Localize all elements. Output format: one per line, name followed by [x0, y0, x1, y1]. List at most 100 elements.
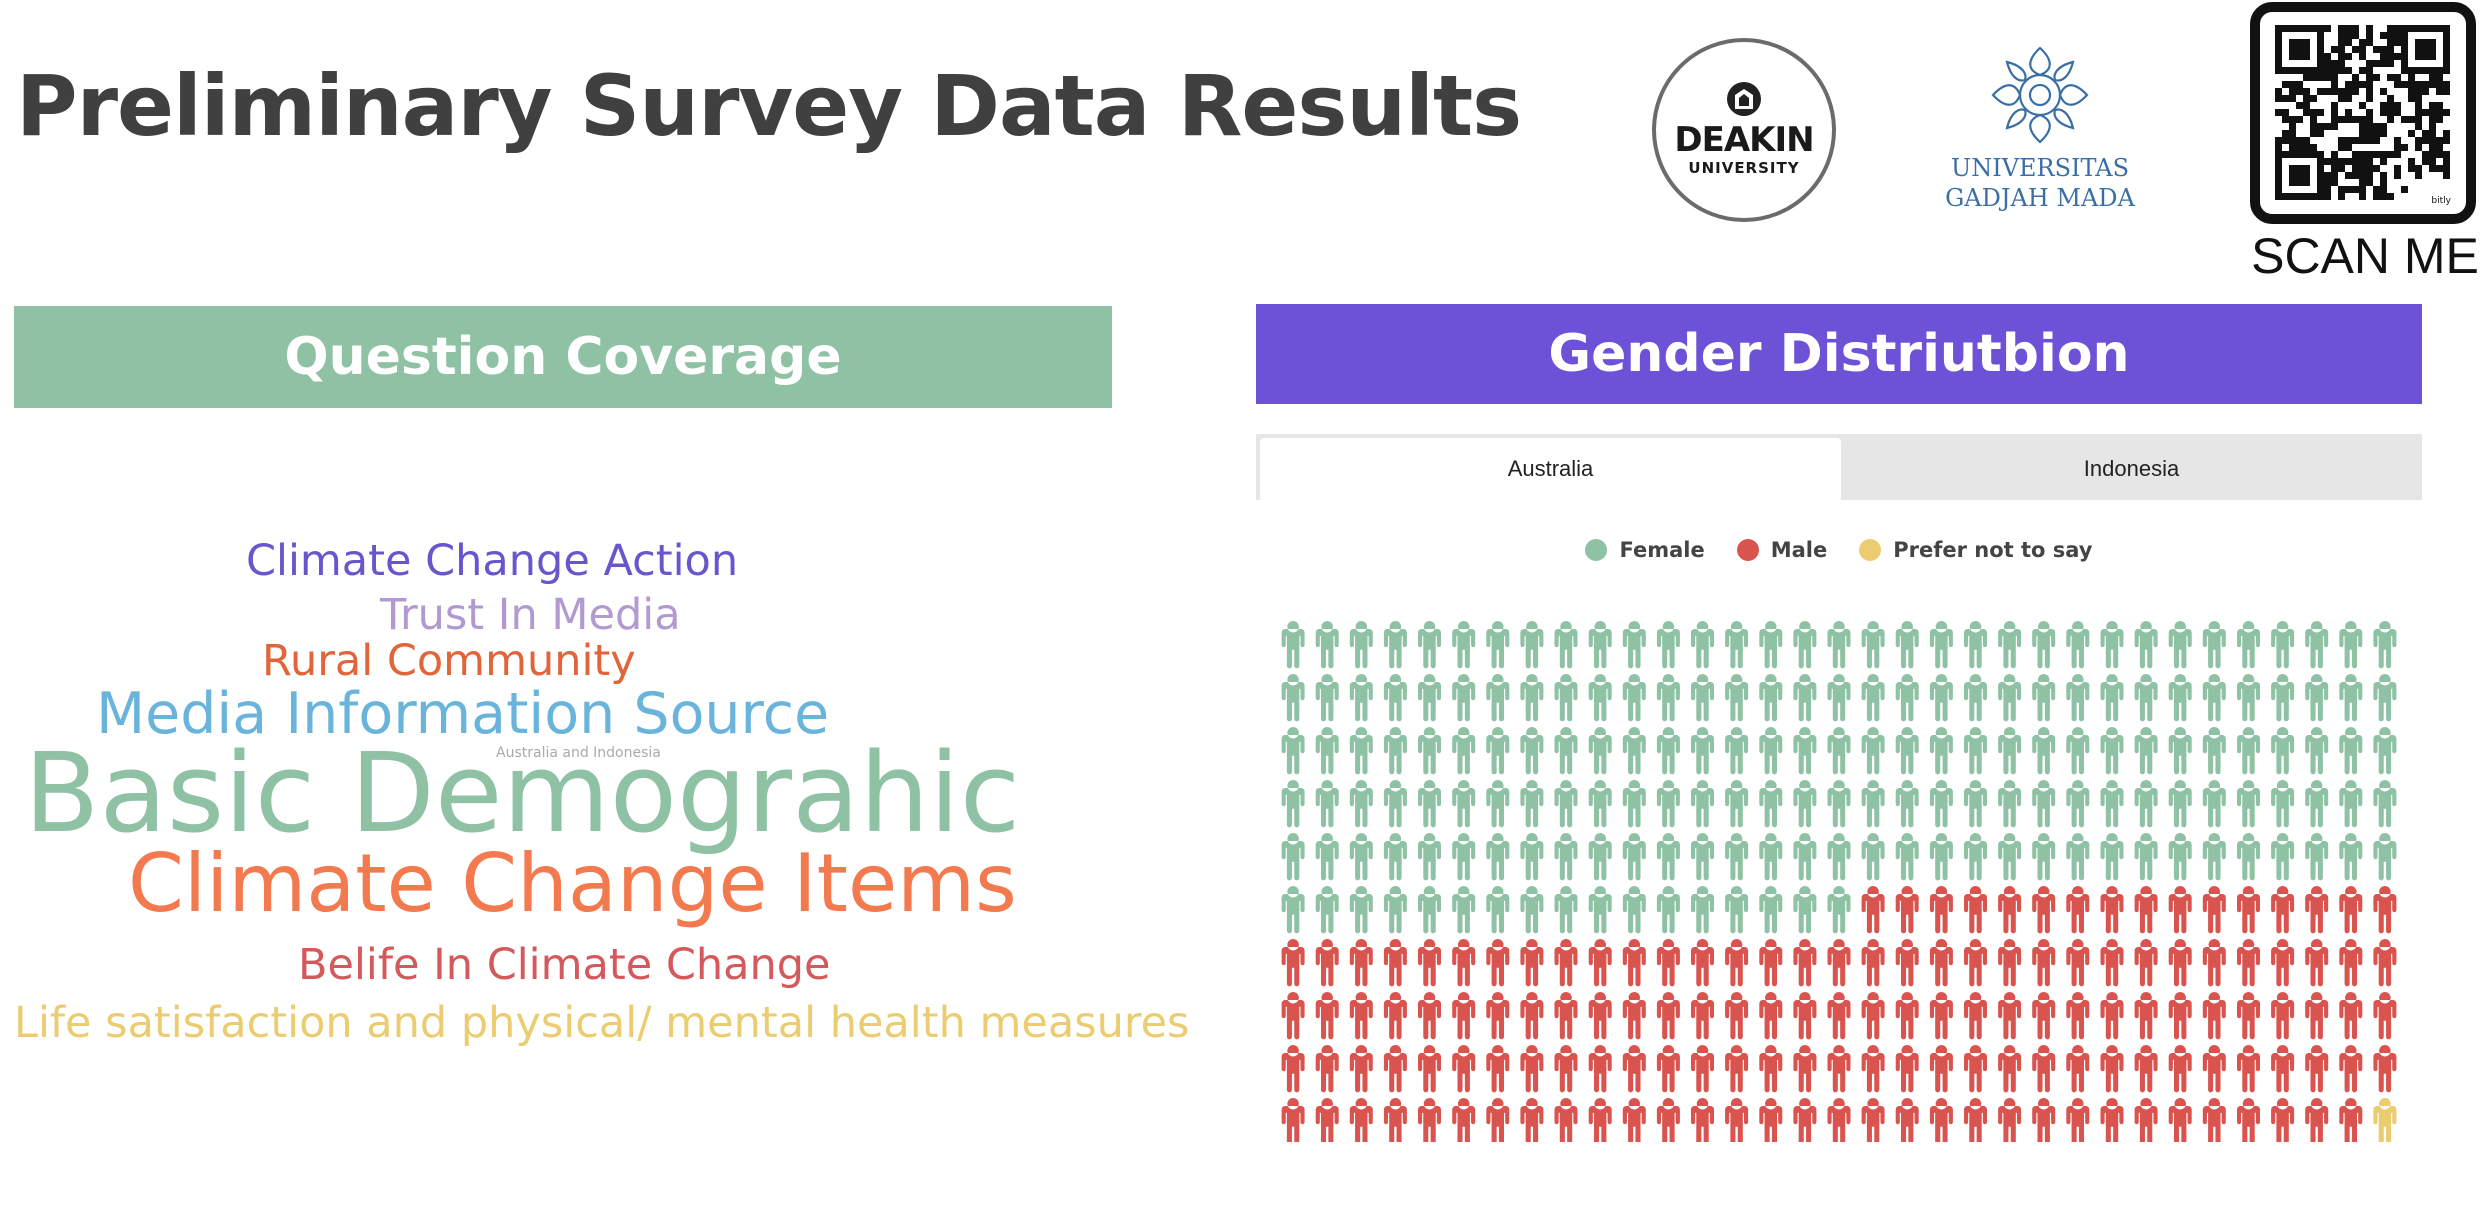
person-icon-female	[1759, 673, 1783, 722]
tab-indonesia[interactable]: Indonesia	[2083, 456, 2180, 481]
person-icon-male	[1895, 1097, 1919, 1142]
person-icon-female	[1622, 673, 1646, 722]
person-icon-male	[1588, 1097, 1612, 1142]
person-icon-male	[2339, 991, 2363, 1040]
person-icon-female	[2100, 779, 2124, 828]
person-icon-male	[1520, 1097, 1544, 1142]
scan-me-label: SCAN ME	[2251, 228, 2479, 284]
tab-australia[interactable]: Australia	[1260, 438, 1841, 500]
person-icon-female	[1861, 726, 1885, 775]
person-icon-female	[1520, 673, 1544, 722]
person-icon-male	[2339, 885, 2363, 934]
person-icon-female	[2168, 620, 2192, 669]
person-icon-male	[1861, 1097, 1885, 1142]
person-icon-male	[1622, 938, 1646, 987]
person-icon-female	[1725, 779, 1749, 828]
person-icon-female	[1622, 885, 1646, 934]
person-icon-female	[1554, 673, 1578, 722]
person-icon-female	[1383, 620, 1407, 669]
cloud-word-basic-demographic: Basic Demograhic	[24, 729, 1021, 857]
person-icon-female	[2032, 832, 2056, 881]
person-icon-female	[1691, 620, 1714, 669]
person-icon-male	[2066, 991, 2090, 1040]
person-icon-male	[1964, 1044, 1987, 1093]
person-icon-female	[1929, 726, 1953, 775]
person-icon-male	[1793, 991, 1817, 1040]
person-icon-female	[2305, 726, 2329, 775]
person-icon-male	[1656, 1044, 1680, 1093]
qr-code[interactable]: bitly	[2250, 2, 2476, 224]
person-icon-female	[1725, 885, 1749, 934]
deakin-emblem-icon	[1727, 82, 1761, 116]
person-icon-male	[1691, 991, 1714, 1040]
person-icon-female	[2373, 620, 2397, 669]
person-icon-female	[1588, 620, 1612, 669]
person-icon-female	[1383, 673, 1407, 722]
person-icon-female	[1520, 832, 1544, 881]
person-icon-male	[2373, 938, 2397, 987]
person-icon-male	[1281, 1044, 1305, 1093]
person-icon-male	[1383, 938, 1407, 987]
person-icon-female	[2168, 779, 2192, 828]
person-icon-female	[1486, 620, 1510, 669]
cloud-word-climate-change-action: Climate Change Action	[246, 536, 739, 586]
person-icon-male	[2066, 1044, 2090, 1093]
person-icon-male	[2305, 1044, 2329, 1093]
ugm-emblem-icon	[1991, 46, 2089, 144]
person-icon-male	[2134, 938, 2158, 987]
person-icon-male	[2168, 938, 2192, 987]
person-icon-female	[1759, 885, 1783, 934]
person-icon-male	[1998, 1044, 2022, 1093]
person-icon-female	[1622, 779, 1646, 828]
person-icon-female	[1554, 726, 1578, 775]
person-icon-female	[2237, 673, 2260, 722]
person-icon-male	[1622, 991, 1646, 1040]
person-icon-male	[2305, 938, 2329, 987]
person-icon-female	[1281, 832, 1305, 881]
person-icon-female	[1827, 620, 1851, 669]
person-icon-female	[1656, 673, 1680, 722]
person-icon-female	[2168, 726, 2192, 775]
person-icon-male	[1793, 1097, 1817, 1142]
person-icon-male	[1827, 1097, 1851, 1142]
person-icon-male	[2066, 885, 2090, 934]
person-icon-male	[1861, 1044, 1885, 1093]
person-icon-female	[2305, 673, 2329, 722]
legend-item-female[interactable]: Female	[1585, 538, 1705, 562]
person-icon-male	[1691, 938, 1714, 987]
legend-item-male[interactable]: Male	[1736, 538, 1827, 562]
person-icon-male	[2271, 1097, 2295, 1142]
legend-item-prefer-not-to-say[interactable]: Prefer not to say	[1859, 538, 2093, 562]
person-icon-male	[2271, 885, 2295, 934]
person-icon-male	[1691, 1097, 1714, 1142]
person-icon-male	[2237, 1044, 2260, 1093]
person-icon-male	[1793, 1044, 1817, 1093]
person-icon-male	[1725, 1044, 1749, 1093]
person-icon-male	[2100, 991, 2124, 1040]
person-icon-female	[1656, 832, 1680, 881]
person-icon-female	[2305, 779, 2329, 828]
person-icon-female	[1520, 885, 1544, 934]
person-icon-male	[2271, 1044, 2295, 1093]
person-icon-female	[2134, 620, 2158, 669]
person-icon-female	[1691, 832, 1714, 881]
person-icon-female	[2100, 673, 2124, 722]
person-icon-male	[1759, 938, 1783, 987]
person-icon-male	[2100, 1044, 2124, 1093]
person-icon-female	[1452, 885, 1476, 934]
person-icon-female	[2134, 726, 2158, 775]
person-icon-male	[1895, 885, 1919, 934]
person-icon-male	[2032, 938, 2056, 987]
person-icon-female	[1929, 673, 1953, 722]
person-icon-female	[1622, 832, 1646, 881]
person-icon-male	[1964, 938, 1987, 987]
person-icon-female	[1486, 885, 1510, 934]
person-icon-male	[2271, 938, 2295, 987]
person-icon-female	[2202, 726, 2226, 775]
person-icon-male	[2168, 1044, 2192, 1093]
person-icon-female	[1691, 726, 1714, 775]
person-icon-female	[1929, 779, 1953, 828]
person-icon-male	[1827, 991, 1851, 1040]
person-icon-female	[1759, 832, 1783, 881]
person-icon-female	[1349, 620, 1373, 669]
